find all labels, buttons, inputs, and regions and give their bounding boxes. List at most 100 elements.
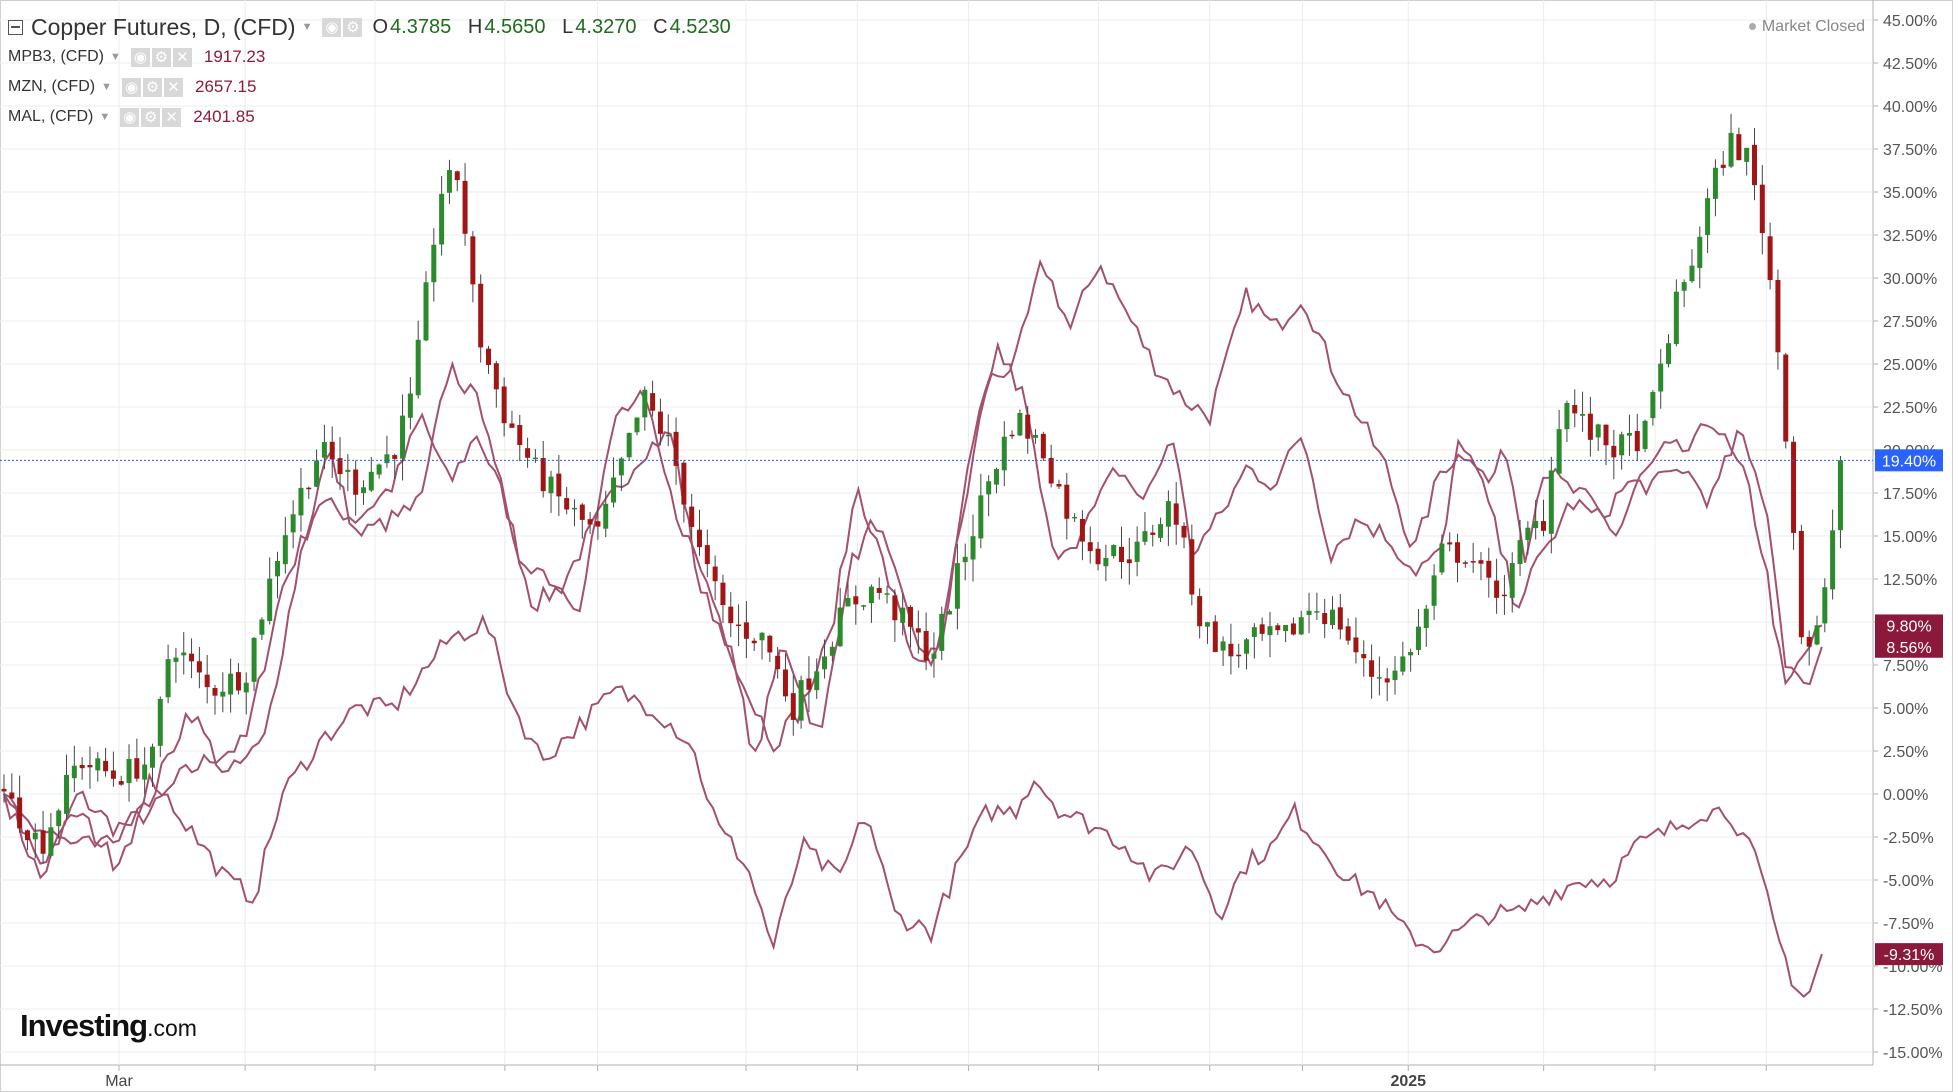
candle-body — [650, 393, 656, 411]
candle-body — [720, 582, 726, 606]
candle-body — [1415, 626, 1421, 650]
candle-body — [1470, 561, 1476, 563]
compare-title[interactable]: MAL, (CFD) — [8, 108, 94, 125]
candle-body — [743, 622, 749, 639]
candle-body — [1423, 608, 1429, 628]
investing-logo: Investing.com — [20, 1008, 197, 1044]
candle-body — [1040, 433, 1046, 459]
candle-body — [1103, 557, 1109, 567]
y-tick-label: 37.50% — [1883, 142, 1937, 159]
candle-body — [337, 458, 343, 475]
close-icon[interactable]: ✕ — [163, 77, 183, 97]
chevron-down-icon[interactable]: ▼ — [110, 51, 121, 63]
visibility-icon[interactable]: ◉ — [130, 47, 150, 67]
candle-body — [1798, 530, 1804, 638]
candle-body — [24, 830, 30, 841]
candle-body — [243, 682, 249, 693]
compare-line-0 — [3, 258, 1823, 880]
candle-body — [1126, 559, 1132, 564]
y-tick-label: 5.00% — [1883, 701, 1928, 718]
y-tick-label: 22.50% — [1883, 400, 1937, 417]
candle-body — [173, 657, 179, 662]
gear-icon[interactable]: ⚙ — [151, 47, 171, 67]
candle-body — [212, 687, 218, 696]
candle-body — [196, 661, 202, 673]
candle-body — [1533, 520, 1539, 529]
candle-body — [1142, 531, 1148, 542]
y-tick-label: 7.50% — [1883, 658, 1928, 675]
candle-body — [1478, 560, 1484, 564]
candle-body — [165, 659, 171, 698]
compare-title[interactable]: MPB3, (CFD) — [8, 48, 104, 65]
candle-body — [571, 507, 577, 510]
y-tick-label: 17.50% — [1883, 486, 1937, 503]
candle-body — [1611, 445, 1617, 458]
visibility-icon[interactable]: ◉ — [120, 107, 140, 127]
collapse-icon[interactable] — [8, 19, 23, 35]
candle-body — [931, 653, 937, 659]
candle-body — [415, 339, 421, 396]
candle-body — [1744, 147, 1750, 162]
gear-icon[interactable]: ⚙ — [343, 17, 363, 37]
candle-body — [1251, 627, 1257, 637]
candle-body — [1697, 236, 1703, 268]
compare-title[interactable]: MZN, (CFD) — [8, 78, 96, 95]
y-tick-label: 0.00% — [1883, 787, 1928, 804]
visibility-icon[interactable]: ◉ — [121, 77, 141, 97]
candle-body — [1361, 654, 1367, 659]
candle-body — [220, 691, 226, 697]
candle-body — [501, 386, 507, 424]
candle-body — [298, 487, 304, 516]
candle-body — [1603, 424, 1609, 446]
candle-body — [1712, 167, 1718, 199]
candle-body — [1634, 431, 1640, 452]
candle-body — [282, 535, 288, 565]
candle-body — [1329, 609, 1335, 626]
chevron-down-icon[interactable]: ▼ — [99, 111, 111, 123]
candle-body — [1431, 575, 1437, 606]
candle-body — [954, 563, 960, 609]
candle-body — [1619, 434, 1625, 456]
chevron-down-icon[interactable]: ▼ — [101, 81, 112, 93]
close-icon[interactable]: ✕ — [162, 107, 182, 127]
close-icon[interactable]: ✕ — [172, 47, 192, 67]
gear-icon[interactable]: ⚙ — [142, 77, 162, 97]
candle-body — [275, 560, 281, 577]
y-tick-label: 40.00% — [1883, 99, 1937, 116]
candle-body — [1509, 562, 1515, 598]
candle-body — [142, 764, 148, 780]
candle-body — [1173, 503, 1179, 525]
series-title[interactable]: Copper Futures, D, (CFD) — [31, 13, 296, 40]
chevron-down-icon[interactable]: ▼ — [301, 21, 313, 33]
candle-body — [1134, 541, 1140, 562]
candle-body — [1673, 291, 1679, 344]
y-tick-label: -2.50% — [1883, 830, 1934, 847]
candle-body — [1814, 625, 1820, 645]
candle-body — [1017, 412, 1023, 436]
low-key: L — [562, 15, 574, 38]
candle-body — [314, 460, 320, 487]
candle-body — [595, 521, 601, 527]
candle-body — [407, 393, 413, 418]
visibility-icon[interactable]: ◉ — [322, 17, 342, 37]
y-tick-label: 27.50% — [1883, 314, 1937, 331]
candle-body — [1666, 343, 1672, 365]
candle-body — [1642, 420, 1648, 449]
candle-body — [759, 632, 765, 641]
candle-body — [1455, 542, 1461, 563]
candle-body — [392, 455, 398, 459]
candle-body — [556, 473, 562, 497]
last-price-badge: 19.40% — [1882, 453, 1936, 470]
candle-body — [439, 193, 445, 245]
candle-body — [861, 605, 867, 607]
candle-body — [1087, 542, 1093, 552]
candle-body — [540, 458, 546, 492]
high-value: 4.5650 — [484, 15, 546, 38]
candle-body — [103, 760, 109, 772]
candle-body — [1658, 363, 1664, 392]
candle-body — [71, 765, 77, 779]
candle-body — [1165, 501, 1171, 527]
gear-icon[interactable]: ⚙ — [141, 107, 161, 127]
candle-body — [1337, 607, 1343, 630]
